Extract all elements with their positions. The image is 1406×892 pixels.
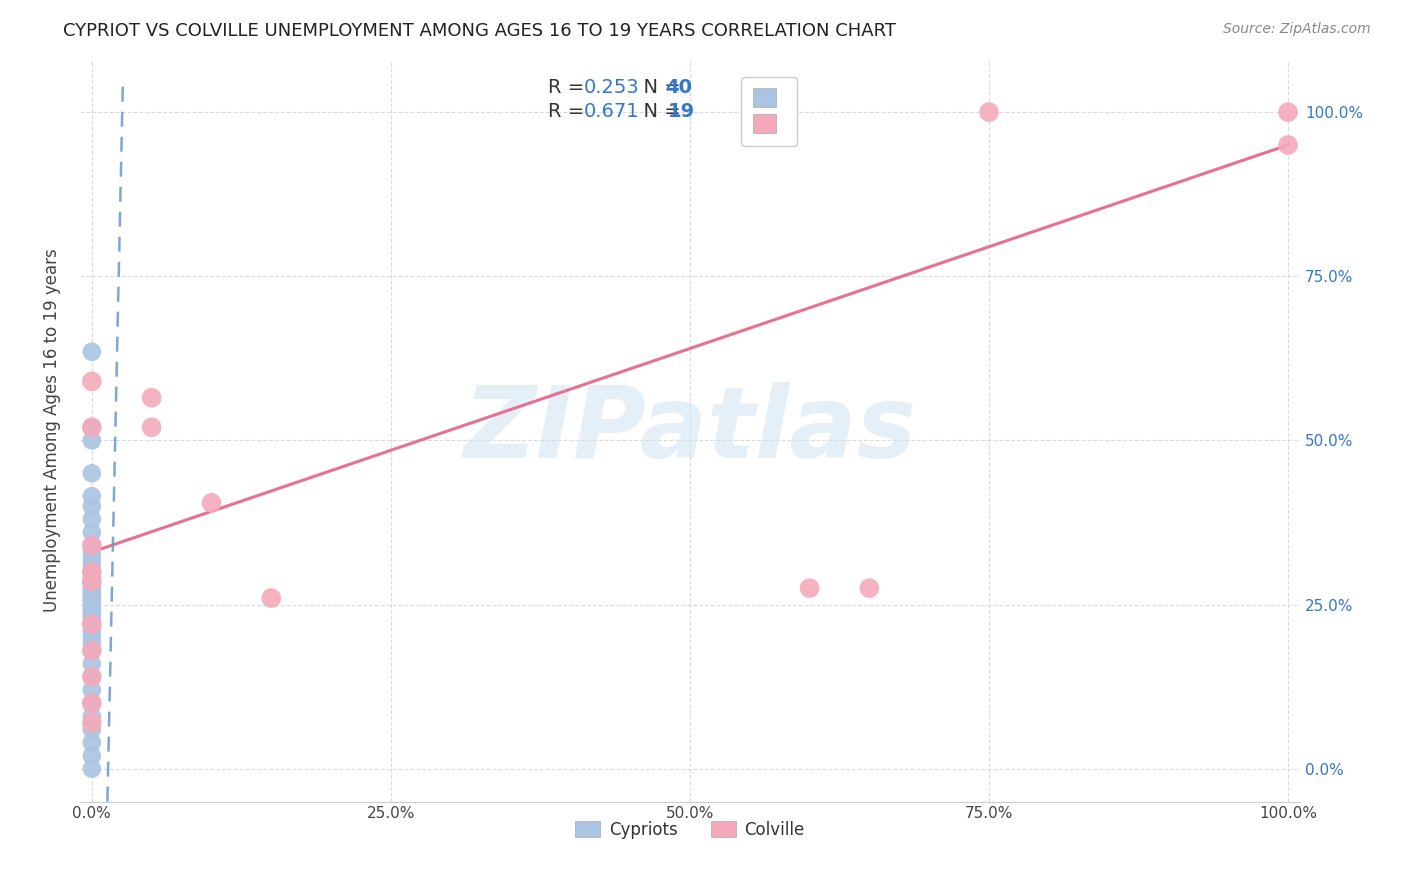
- Point: [141, 420, 163, 434]
- Point: [80, 551, 103, 566]
- Point: [80, 670, 103, 684]
- Point: [80, 584, 103, 599]
- Point: [80, 588, 103, 602]
- Point: [80, 723, 103, 737]
- Point: [80, 539, 103, 553]
- Point: [858, 581, 880, 595]
- Y-axis label: Unemployment Among Ages 16 to 19 years: Unemployment Among Ages 16 to 19 years: [44, 249, 60, 613]
- Point: [260, 591, 283, 605]
- Point: [80, 420, 103, 434]
- Point: [80, 581, 103, 595]
- Point: [200, 496, 222, 510]
- Text: 40: 40: [665, 78, 693, 96]
- Point: [80, 709, 103, 723]
- Text: R =: R =: [548, 102, 591, 121]
- Point: [80, 670, 103, 684]
- Point: [80, 499, 103, 513]
- Text: Source: ZipAtlas.com: Source: ZipAtlas.com: [1223, 22, 1371, 37]
- Point: [80, 420, 103, 434]
- Legend: Cypriots, Colville: Cypriots, Colville: [569, 814, 811, 846]
- Point: [80, 574, 103, 589]
- Point: [80, 344, 103, 359]
- Point: [80, 598, 103, 612]
- Point: [80, 571, 103, 585]
- Point: [80, 631, 103, 645]
- Point: [80, 762, 103, 776]
- Text: 19: 19: [668, 102, 695, 121]
- Text: N =: N =: [631, 78, 688, 96]
- Point: [80, 611, 103, 625]
- Point: [80, 594, 103, 608]
- Point: [80, 525, 103, 540]
- Text: 0.671: 0.671: [583, 102, 640, 121]
- Point: [80, 617, 103, 632]
- Point: [80, 637, 103, 651]
- Point: [80, 696, 103, 710]
- Point: [80, 434, 103, 448]
- Point: [799, 581, 821, 595]
- Point: [80, 467, 103, 481]
- Point: [1277, 138, 1299, 153]
- Point: [80, 624, 103, 638]
- Text: R =: R =: [548, 78, 591, 96]
- Point: [80, 574, 103, 589]
- Point: [80, 600, 103, 615]
- Point: [80, 735, 103, 749]
- Point: [80, 489, 103, 503]
- Text: N =: N =: [631, 102, 688, 121]
- Point: [80, 565, 103, 579]
- Point: [1277, 105, 1299, 120]
- Point: [80, 696, 103, 710]
- Point: [80, 591, 103, 605]
- Point: [80, 643, 103, 657]
- Point: [80, 715, 103, 730]
- Point: [80, 657, 103, 671]
- Point: [80, 565, 103, 579]
- Point: [80, 539, 103, 553]
- Point: [80, 578, 103, 592]
- Text: ZIPatlas: ZIPatlas: [464, 382, 917, 479]
- Point: [80, 617, 103, 632]
- Point: [141, 391, 163, 405]
- Text: 0.253: 0.253: [583, 78, 640, 96]
- Point: [80, 375, 103, 389]
- Point: [80, 748, 103, 763]
- Point: [80, 643, 103, 657]
- Point: [80, 604, 103, 618]
- Point: [80, 545, 103, 559]
- Point: [80, 558, 103, 573]
- Point: [80, 512, 103, 526]
- Point: [977, 105, 1000, 120]
- Point: [80, 682, 103, 697]
- Text: CYPRIOT VS COLVILLE UNEMPLOYMENT AMONG AGES 16 TO 19 YEARS CORRELATION CHART: CYPRIOT VS COLVILLE UNEMPLOYMENT AMONG A…: [63, 22, 896, 40]
- Point: [80, 607, 103, 622]
